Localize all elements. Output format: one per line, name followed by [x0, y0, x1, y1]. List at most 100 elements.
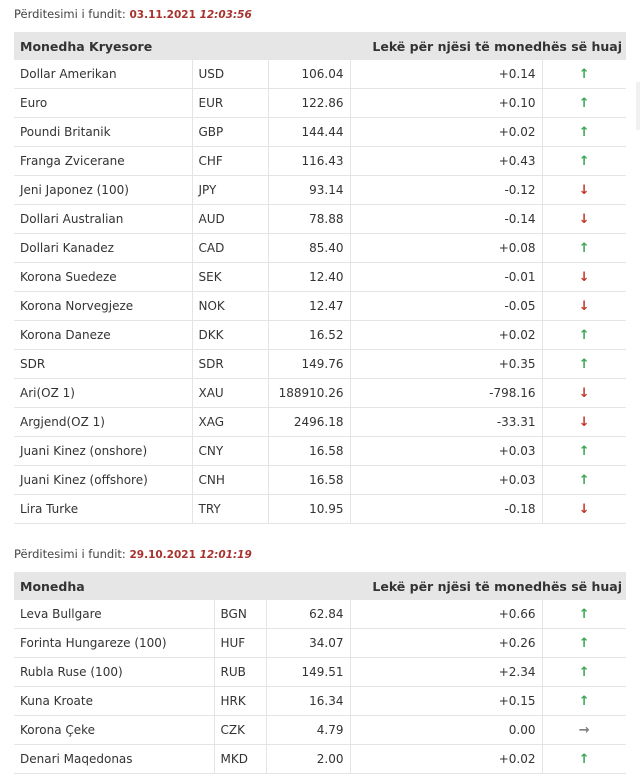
currency-name: Dollari Kanadez [14, 233, 193, 263]
trend-cell: ↑ [542, 600, 627, 629]
trend-cell: ↑ [542, 686, 627, 716]
arrow-up-icon: ↑ [578, 444, 590, 459]
currency-code: HRK [214, 686, 267, 716]
arrow-up-icon: ↑ [578, 752, 590, 767]
exchange-rate: 2496.18 [268, 407, 351, 437]
trend-cell: ↑ [542, 657, 627, 687]
currency-name: Rubla Ruse (100) [14, 657, 215, 687]
trend-cell: ↑ [542, 233, 627, 263]
table-row: Forinta Hungareze (100) HUF 34.07 +0.26 ↑ [14, 628, 627, 658]
table-row: Euro EUR 122.86 +0.10 ↑ [14, 88, 627, 118]
table-row: Korona Suedeze SEK 12.40 -0.01 ↓ [14, 262, 627, 292]
exchange-rate: 16.52 [268, 320, 351, 350]
trend-cell: ↓ [542, 407, 627, 437]
exchange-rate: 106.04 [268, 60, 351, 89]
currency-name: Dollar Amerikan [14, 60, 193, 89]
arrow-up-icon: ↑ [578, 241, 590, 256]
last-update-time: 12:01:19 [199, 549, 252, 561]
trend-cell: ↑ [542, 744, 627, 774]
table-row: Dollari Kanadez CAD 85.40 +0.08 ↑ [14, 233, 627, 263]
rate-change: +0.02 [350, 320, 543, 350]
scrollbar[interactable] [636, 82, 640, 130]
table-row: Lira Turke TRY 10.95 -0.18 ↓ [14, 494, 627, 524]
exchange-rate: 16.58 [268, 436, 351, 466]
last-update-date: 03.11.2021 [129, 9, 196, 21]
trend-cell: ↑ [542, 146, 627, 176]
rate-change: +0.03 [350, 465, 543, 495]
trend-cell: ↓ [542, 291, 627, 321]
exchange-rate: 12.40 [268, 262, 351, 292]
other-currencies-section: Përditesimi i fundit: 29.10.2021 12:01:1… [14, 544, 627, 774]
currency-code: EUR [192, 88, 269, 118]
currency-name: Dollari Australian [14, 204, 193, 234]
currency-name: Ari(OZ 1) [14, 378, 193, 408]
column-header-currency: Monedha [14, 572, 350, 600]
currency-code: CNH [192, 465, 269, 495]
exchange-rate: 144.44 [268, 117, 351, 147]
currency-code: CHF [192, 146, 269, 176]
exchange-rate: 4.79 [266, 715, 351, 745]
currency-name: Forinta Hungareze (100) [14, 628, 215, 658]
trend-cell: → [542, 715, 627, 745]
currency-code: JPY [192, 175, 269, 205]
arrow-down-icon: ↓ [578, 502, 590, 517]
rate-change: -0.05 [350, 291, 543, 321]
currency-name: Juani Kinez (onshore) [14, 436, 193, 466]
arrow-right-icon: → [578, 723, 590, 738]
exchange-rate: 10.95 [268, 494, 351, 524]
table-row: Poundi Britanik GBP 144.44 +0.02 ↑ [14, 117, 627, 147]
trend-cell: ↑ [542, 117, 627, 147]
rate-change: -33.31 [350, 407, 543, 437]
exchange-rate: 16.58 [268, 465, 351, 495]
last-update-line: Përditesimi i fundit: 29.10.2021 12:01:1… [14, 544, 626, 564]
arrow-up-icon: ↑ [578, 636, 590, 651]
currency-name: Euro [14, 88, 193, 118]
currency-code: MKD [214, 744, 267, 774]
arrow-up-icon: ↑ [578, 607, 590, 622]
table-row: Korona Norvegjeze NOK 12.47 -0.05 ↓ [14, 291, 627, 321]
currency-code: HUF [214, 628, 267, 658]
trend-cell: ↑ [542, 465, 627, 495]
rate-change: +0.08 [350, 233, 543, 263]
currency-name: SDR [14, 349, 193, 379]
currency-name: Korona Suedeze [14, 262, 193, 292]
table-row: Juani Kinez (onshore) CNY 16.58 +0.03 ↑ [14, 436, 627, 466]
exchange-rate: 85.40 [268, 233, 351, 263]
arrow-down-icon: ↓ [578, 415, 590, 430]
currency-code: AUD [192, 204, 269, 234]
exchange-rate: 12.47 [268, 291, 351, 321]
currency-name: Poundi Britanik [14, 117, 193, 147]
trend-cell: ↓ [542, 262, 627, 292]
arrow-up-icon: ↑ [578, 96, 590, 111]
currency-name: Lira Turke [14, 494, 193, 524]
rate-change: +0.02 [350, 117, 543, 147]
trend-cell: ↑ [542, 88, 627, 118]
table-header-row: Monedha Kryesore Lekë për njësi të moned… [14, 32, 627, 60]
last-update-time: 12:03:56 [199, 9, 252, 21]
currency-code: USD [192, 60, 269, 89]
exchange-rate: 34.07 [266, 628, 351, 658]
currency-name: Kuna Kroate [14, 686, 215, 716]
rate-change: 0.00 [350, 715, 543, 745]
table-row: Leva Bullgare BGN 62.84 +0.66 ↑ [14, 600, 627, 629]
arrow-up-icon: ↑ [578, 694, 590, 709]
currency-name: Leva Bullgare [14, 600, 215, 629]
exchange-rate: 116.43 [268, 146, 351, 176]
table-row: Korona Daneze DKK 16.52 +0.02 ↑ [14, 320, 627, 350]
trend-cell: ↑ [542, 628, 627, 658]
exchange-rate: 149.76 [268, 349, 351, 379]
currency-code: CNY [192, 436, 269, 466]
exchange-rate: 62.84 [266, 600, 351, 629]
exchange-rate: 149.51 [266, 657, 351, 687]
trend-cell: ↑ [542, 60, 627, 89]
rate-change: +0.66 [350, 600, 543, 629]
exchange-rate: 78.88 [268, 204, 351, 234]
exchange-rate: 93.14 [268, 175, 351, 205]
trend-cell: ↑ [542, 436, 627, 466]
arrow-up-icon: ↑ [578, 328, 590, 343]
currency-name: Franga Zvicerane [14, 146, 193, 176]
rate-change: +0.14 [350, 60, 543, 89]
table-row: Dollari Australian AUD 78.88 -0.14 ↓ [14, 204, 627, 234]
currency-name: Juani Kinez (offshore) [14, 465, 193, 495]
arrow-down-icon: ↓ [578, 386, 590, 401]
